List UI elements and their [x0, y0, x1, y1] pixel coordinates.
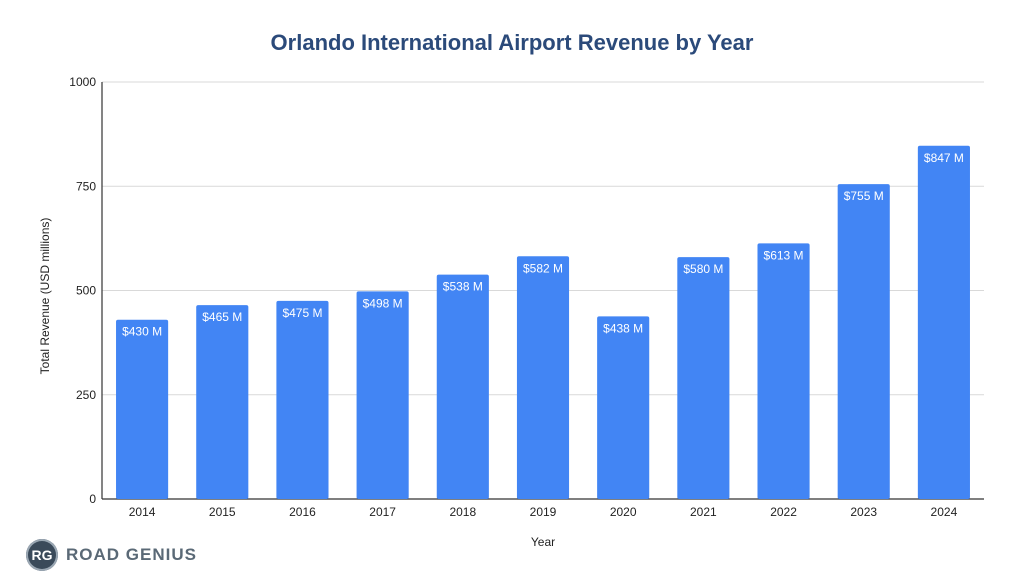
logo-name: ROAD GENIUS	[66, 545, 197, 564]
data-label-2018: $538 M	[443, 280, 483, 294]
data-label-2020: $438 M	[603, 321, 643, 335]
logo-badge-icon: RG	[26, 539, 58, 571]
bar-2016	[276, 300, 329, 499]
x-tick-label-2023: 2023	[850, 505, 877, 519]
y-tick-label: 1000	[69, 75, 96, 89]
x-tick-label-2015: 2015	[209, 505, 236, 519]
data-label-2017: $498 M	[363, 296, 403, 310]
data-label-2015: $465 M	[202, 310, 242, 324]
x-tick-label-2020: 2020	[610, 505, 637, 519]
y-axis-label: Total Revenue (USD millions)	[38, 218, 52, 375]
bar-2019	[516, 256, 570, 499]
data-label-2024: $847 M	[924, 151, 964, 165]
y-tick-label: 0	[89, 492, 96, 506]
x-tick-label-2024: 2024	[931, 505, 958, 519]
bar-2021	[677, 257, 730, 499]
data-label-2016: $475 M	[282, 306, 322, 320]
bar-2022	[757, 243, 810, 499]
bar-2014	[116, 319, 169, 499]
chart-title: Orlando International Airport Revenue by…	[270, 30, 754, 55]
road-genius-logo: RG ROAD GENIUS	[26, 538, 197, 572]
x-tick-label-2019: 2019	[530, 505, 557, 519]
y-tick-label: 500	[76, 284, 96, 298]
x-tick-label-2014: 2014	[129, 505, 156, 519]
data-label-2021: $580 M	[683, 262, 723, 276]
x-tick-label-2017: 2017	[369, 505, 396, 519]
data-label-2019: $582 M	[523, 261, 563, 275]
x-tick-label-2016: 2016	[289, 505, 316, 519]
x-tick-label-2022: 2022	[770, 505, 797, 519]
bar-2015	[196, 305, 249, 499]
bar-2018	[436, 274, 489, 499]
bar-2017	[356, 291, 409, 499]
x-axis-label: Year	[531, 535, 555, 549]
y-tick-label: 250	[76, 388, 96, 402]
bar-2023	[837, 184, 890, 500]
bar-2020	[597, 316, 650, 499]
y-tick-label: 750	[76, 179, 96, 193]
x-tick-label-2021: 2021	[690, 505, 717, 519]
x-tick-label-2018: 2018	[449, 505, 476, 519]
data-label-2023: $755 M	[844, 189, 884, 203]
bar-2024	[917, 145, 970, 499]
data-label-2014: $430 M	[122, 325, 162, 339]
data-label-2022: $613 M	[764, 248, 804, 262]
